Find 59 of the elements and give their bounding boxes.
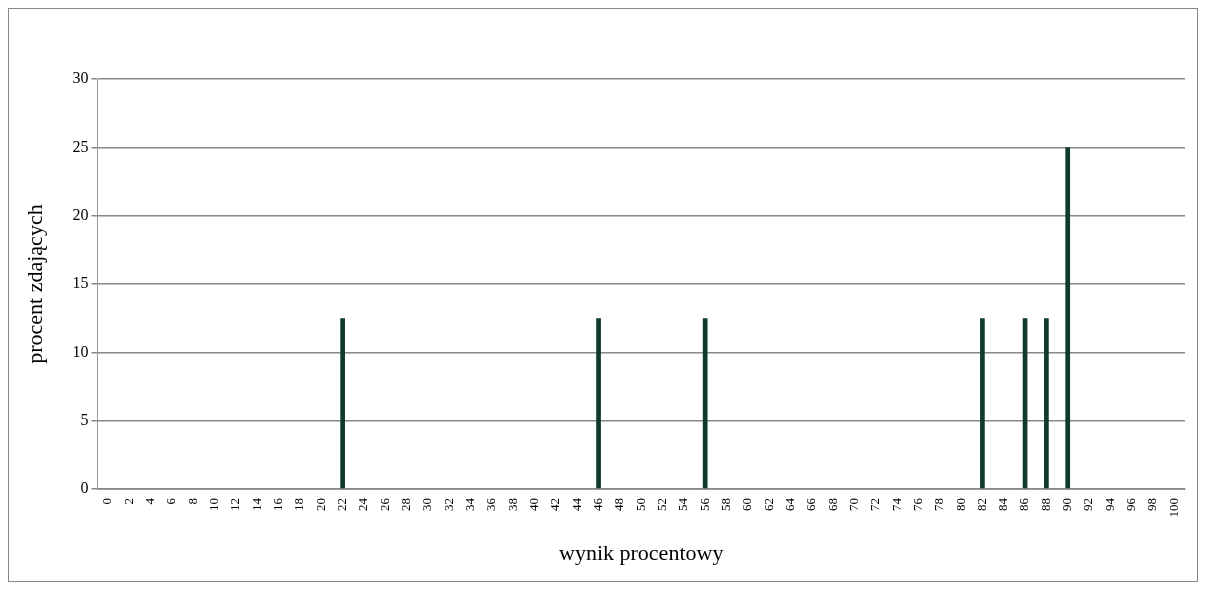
x-tick-label: 56 <box>696 497 712 512</box>
x-tick-label: 74 <box>888 497 904 512</box>
x-axis-title: wynik procentowy <box>559 539 724 565</box>
x-tick-label: 58 <box>717 498 733 512</box>
x-tick-label: 76 <box>909 497 925 512</box>
y-tick-label: 25 <box>72 137 89 155</box>
x-tick-label: 48 <box>611 498 627 512</box>
x-tick-label: 26 <box>376 497 392 512</box>
x-tick-label: 60 <box>739 498 755 512</box>
x-tick-label: 84 <box>995 497 1011 512</box>
x-tick-label: 52 <box>653 498 669 512</box>
x-tick-label: 22 <box>334 498 350 512</box>
x-tick-label: 80 <box>952 498 968 512</box>
x-tick-label: 20 <box>312 498 328 512</box>
x-tick-label: 98 <box>1144 498 1160 512</box>
x-tick-label: 94 <box>1101 497 1117 512</box>
x-tick-label: 40 <box>525 498 541 512</box>
x-tick-label: 82 <box>973 498 989 512</box>
x-tick-label: 16 <box>270 497 286 512</box>
x-tick-label: 18 <box>291 498 307 512</box>
x-tick-label: 96 <box>1123 497 1139 512</box>
x-tick-label: 0 <box>99 498 115 505</box>
x-tick-label: 4 <box>142 497 158 505</box>
x-tick-label: 44 <box>568 497 584 512</box>
x-tick-label: 24 <box>355 497 371 512</box>
x-tick-label: 42 <box>547 498 563 512</box>
x-tick-label: 90 <box>1059 498 1075 512</box>
x-tick-label: 34 <box>462 497 478 512</box>
x-tick-label: 6 <box>163 497 179 505</box>
x-tick-label: 12 <box>227 498 243 512</box>
y-tick-label: 15 <box>72 274 89 292</box>
y-tick-label: 5 <box>80 410 89 428</box>
x-tick-label: 30 <box>419 498 435 512</box>
x-tick-label: 50 <box>632 498 648 512</box>
y-tick-label: 10 <box>72 342 89 360</box>
y-axis-title: procent zdających <box>21 204 47 364</box>
x-tick-label: 46 <box>589 497 605 512</box>
x-tick-label: 32 <box>440 498 456 512</box>
x-tick-label: 64 <box>781 497 797 512</box>
x-tick-label: 54 <box>675 497 691 512</box>
x-tick-label: 2 <box>120 498 136 505</box>
x-tick-label: 8 <box>184 498 200 505</box>
x-tick-label: 10 <box>206 498 222 512</box>
x-tick-label: 92 <box>1080 498 1096 512</box>
y-tick-label: 30 <box>72 69 89 87</box>
y-tick-label: 20 <box>72 205 89 223</box>
x-tick-label: 86 <box>1016 497 1032 512</box>
x-tick-label: 62 <box>760 498 776 512</box>
x-tick-label: 66 <box>803 497 819 512</box>
x-tick-label: 88 <box>1037 498 1053 512</box>
x-tick-label: 38 <box>504 498 520 512</box>
x-tick-label: 70 <box>845 498 861 512</box>
x-tick-label: 28 <box>398 498 414 512</box>
x-tick-label: 68 <box>824 498 840 512</box>
x-tick-label: 72 <box>867 498 883 512</box>
x-tick-label: 78 <box>931 498 947 512</box>
x-tick-label: 14 <box>248 497 264 512</box>
x-tick-label: 100 <box>1165 498 1181 518</box>
x-tick-label: 36 <box>483 497 499 512</box>
